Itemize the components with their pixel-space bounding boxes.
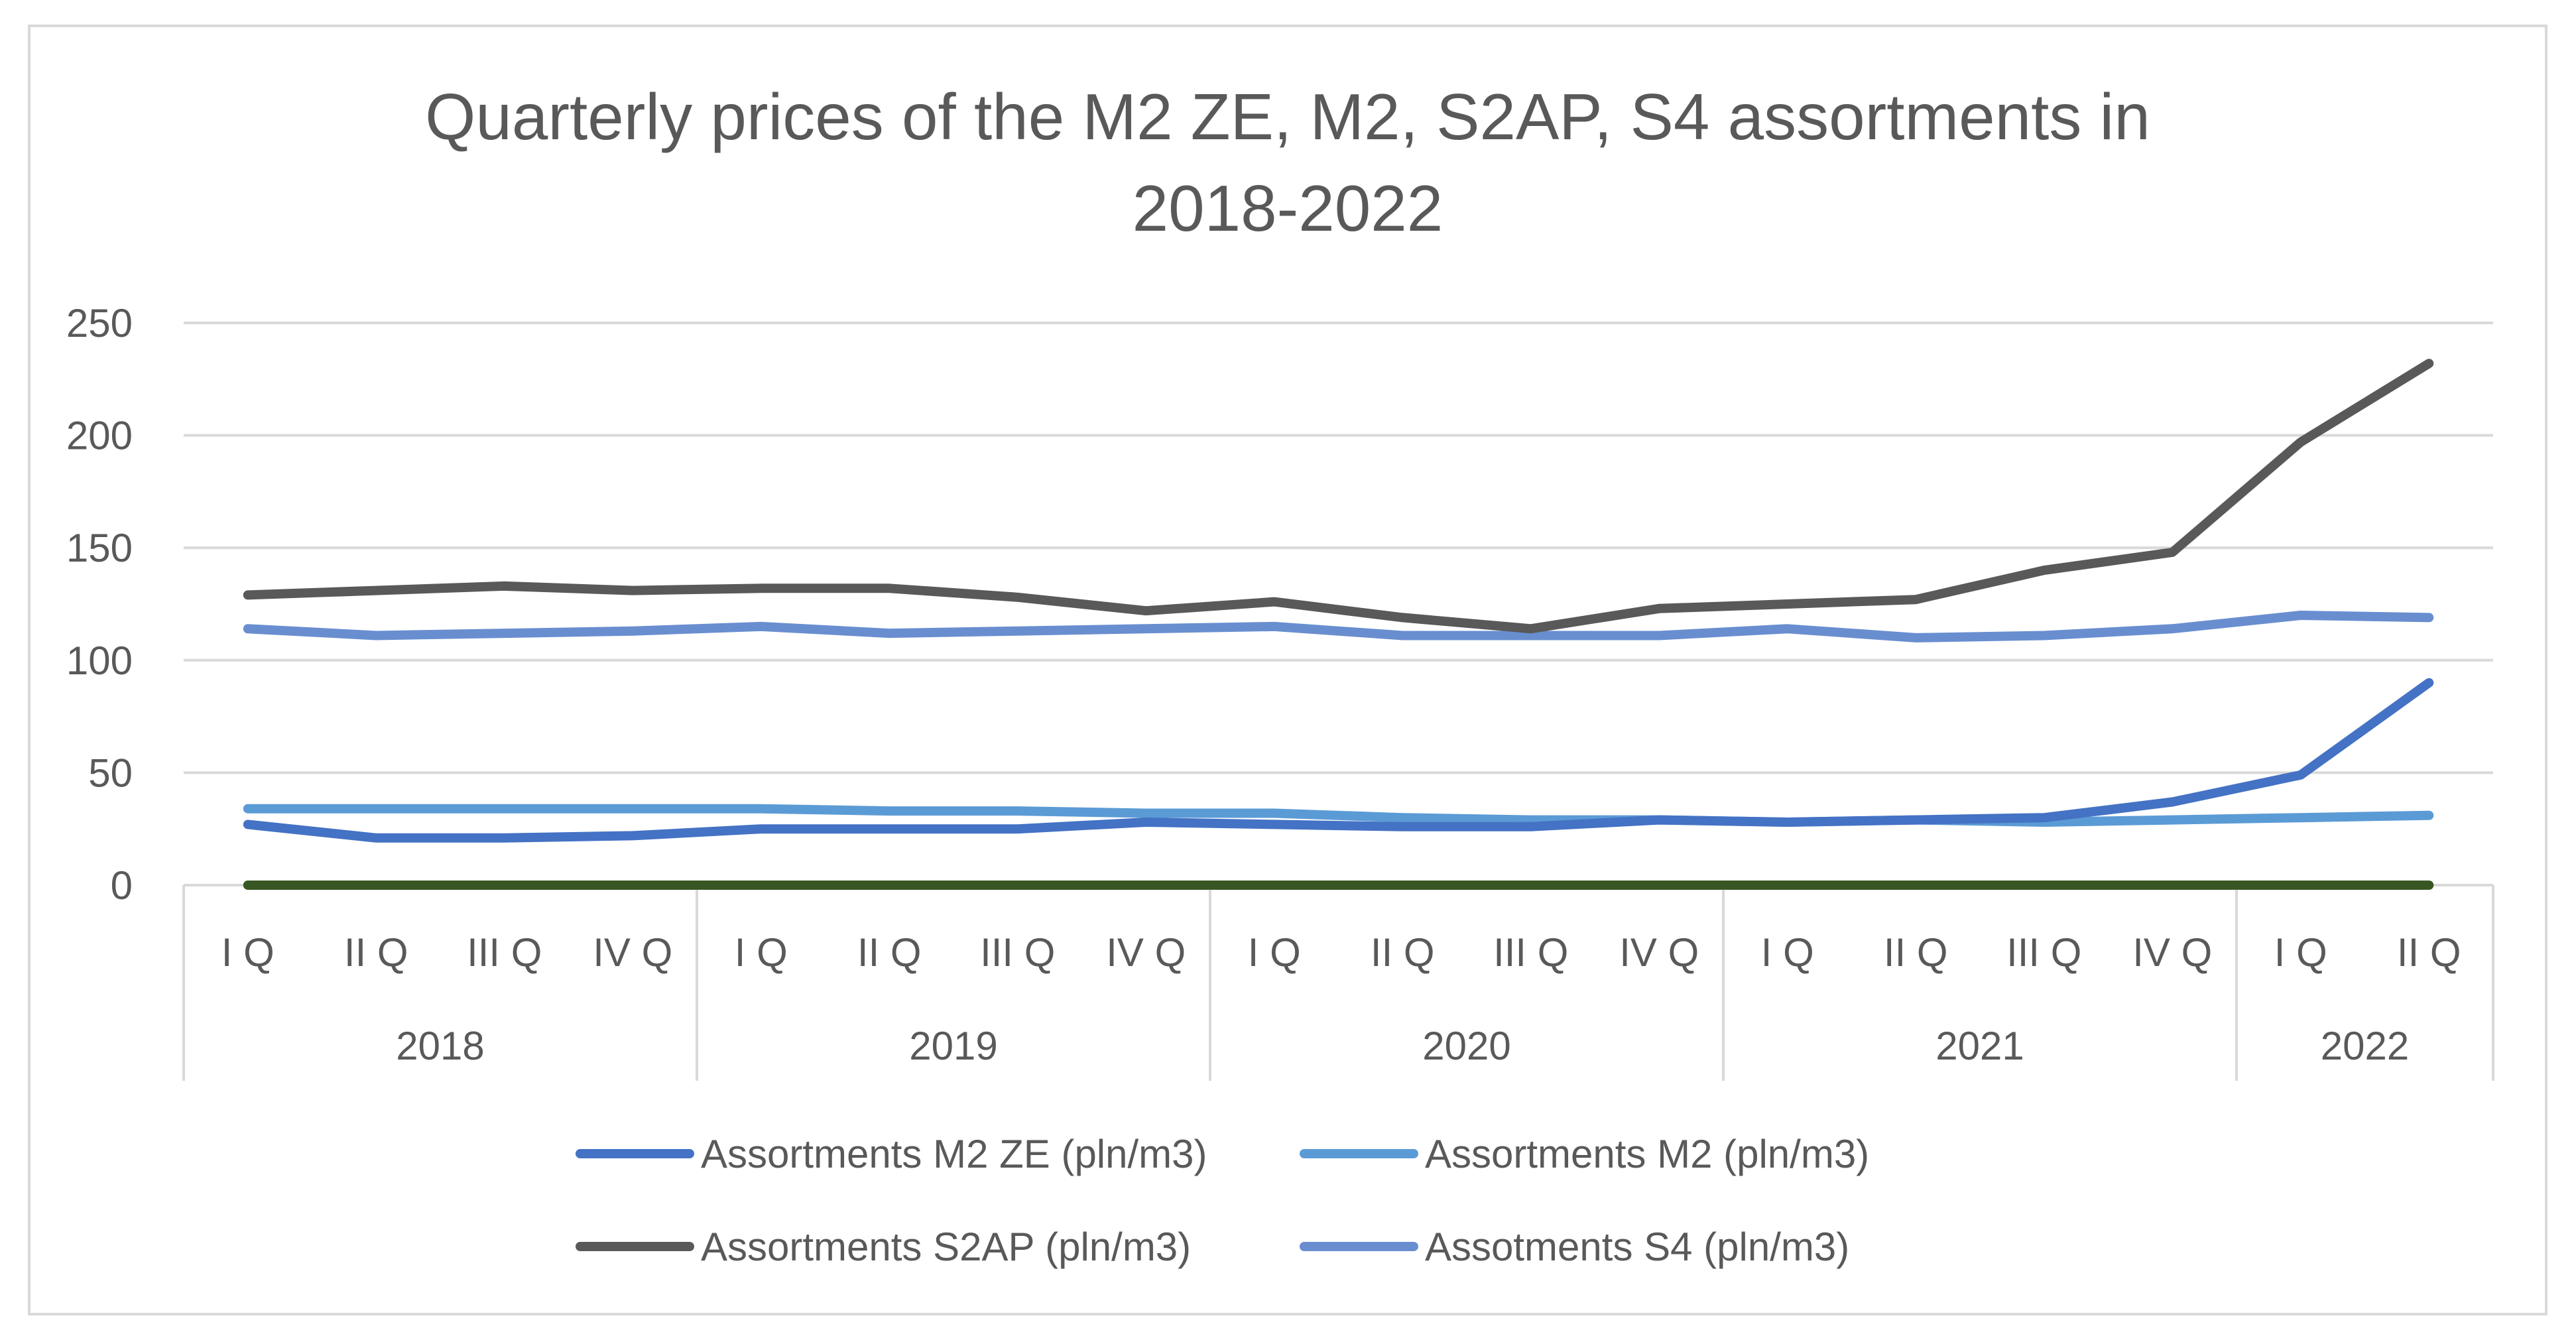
- series-line-0: [243, 678, 2434, 843]
- chart-frame: [28, 25, 2547, 1315]
- x-year-label: 2020: [1422, 1024, 1510, 1068]
- x-quarter-label: IV Q: [1106, 930, 1186, 975]
- x-quarter-label: III Q: [2006, 930, 2081, 975]
- x-quarter-label: II Q: [1884, 930, 1948, 975]
- series-lines: [243, 359, 2434, 890]
- legend-label: Assortments S2AP (pln/m3): [701, 1225, 1191, 1269]
- y-tick-label: 0: [111, 863, 133, 908]
- legend-item: Assotments S4 (pln/m3): [1300, 1225, 1849, 1269]
- x-quarter-label: I Q: [1761, 930, 1814, 975]
- x-axis: I Q II Q III Q IV Q I Q II Q III Q IV Q I Q II Q I…: [182, 884, 2494, 1081]
- y-tick-label: 150: [66, 526, 133, 570]
- x-year-label: 2018: [396, 1024, 484, 1068]
- x-quarter-label: IV Q: [1619, 930, 1699, 975]
- x-quarter-label: III Q: [467, 930, 542, 975]
- x-quarter-label: II Q: [2397, 930, 2461, 975]
- series-line-2: [243, 359, 2434, 634]
- y-tick-label: 200: [66, 414, 133, 458]
- y-tick-label: 250: [66, 301, 133, 345]
- y-tick-label: 50: [88, 751, 133, 795]
- y-axis-ticks: 0 50 100 150 200 250: [66, 301, 133, 908]
- series-line-1: [243, 804, 2434, 827]
- legend-label: Assortments M2 ZE (pln/m3): [701, 1132, 1207, 1176]
- legend: Assortments M2 ZE (pln/m3) Assortments M2…: [576, 1132, 1869, 1269]
- chart-title-line-1: Quarterly prices of the M2 ZE, M2, S2AP,…: [425, 80, 2150, 153]
- x-quarter-label: I Q: [2274, 930, 2327, 975]
- legend-label: Assortments M2 (pln/m3): [1425, 1132, 1869, 1176]
- gridlines: [184, 322, 2493, 774]
- y-tick-label: 100: [66, 639, 133, 683]
- legend-label: Assotments S4 (pln/m3): [1425, 1225, 1849, 1269]
- x-quarter-label: I Q: [221, 930, 275, 975]
- x-quarter-label: I Q: [735, 930, 788, 975]
- x-year-label: 2022: [2321, 1024, 2409, 1068]
- x-quarter-label: II Q: [857, 930, 922, 975]
- legend-item: Assortments M2 ZE (pln/m3): [576, 1132, 1207, 1176]
- x-year-label: 2021: [1935, 1024, 2024, 1068]
- x-quarter-label: III Q: [1493, 930, 1568, 975]
- x-quarter-label: II Q: [344, 930, 408, 975]
- series-line-3: [243, 611, 2434, 642]
- chart-title-line-2: 2018-2022: [1133, 172, 1443, 245]
- x-quarter-label: III Q: [980, 930, 1055, 975]
- x-quarter-label: IV Q: [593, 930, 672, 975]
- legend-item: Assortments S2AP (pln/m3): [576, 1225, 1191, 1269]
- legend-item: Assortments M2 (pln/m3): [1300, 1132, 1869, 1176]
- x-quarter-label: I Q: [1248, 930, 1301, 975]
- chart-title: Quarterly prices of the M2 ZE, M2, S2AP,…: [425, 80, 2150, 245]
- x-year-label: 2019: [909, 1024, 997, 1068]
- x-quarter-label: IV Q: [2132, 930, 2212, 975]
- x-quarter-label: II Q: [1371, 930, 1435, 975]
